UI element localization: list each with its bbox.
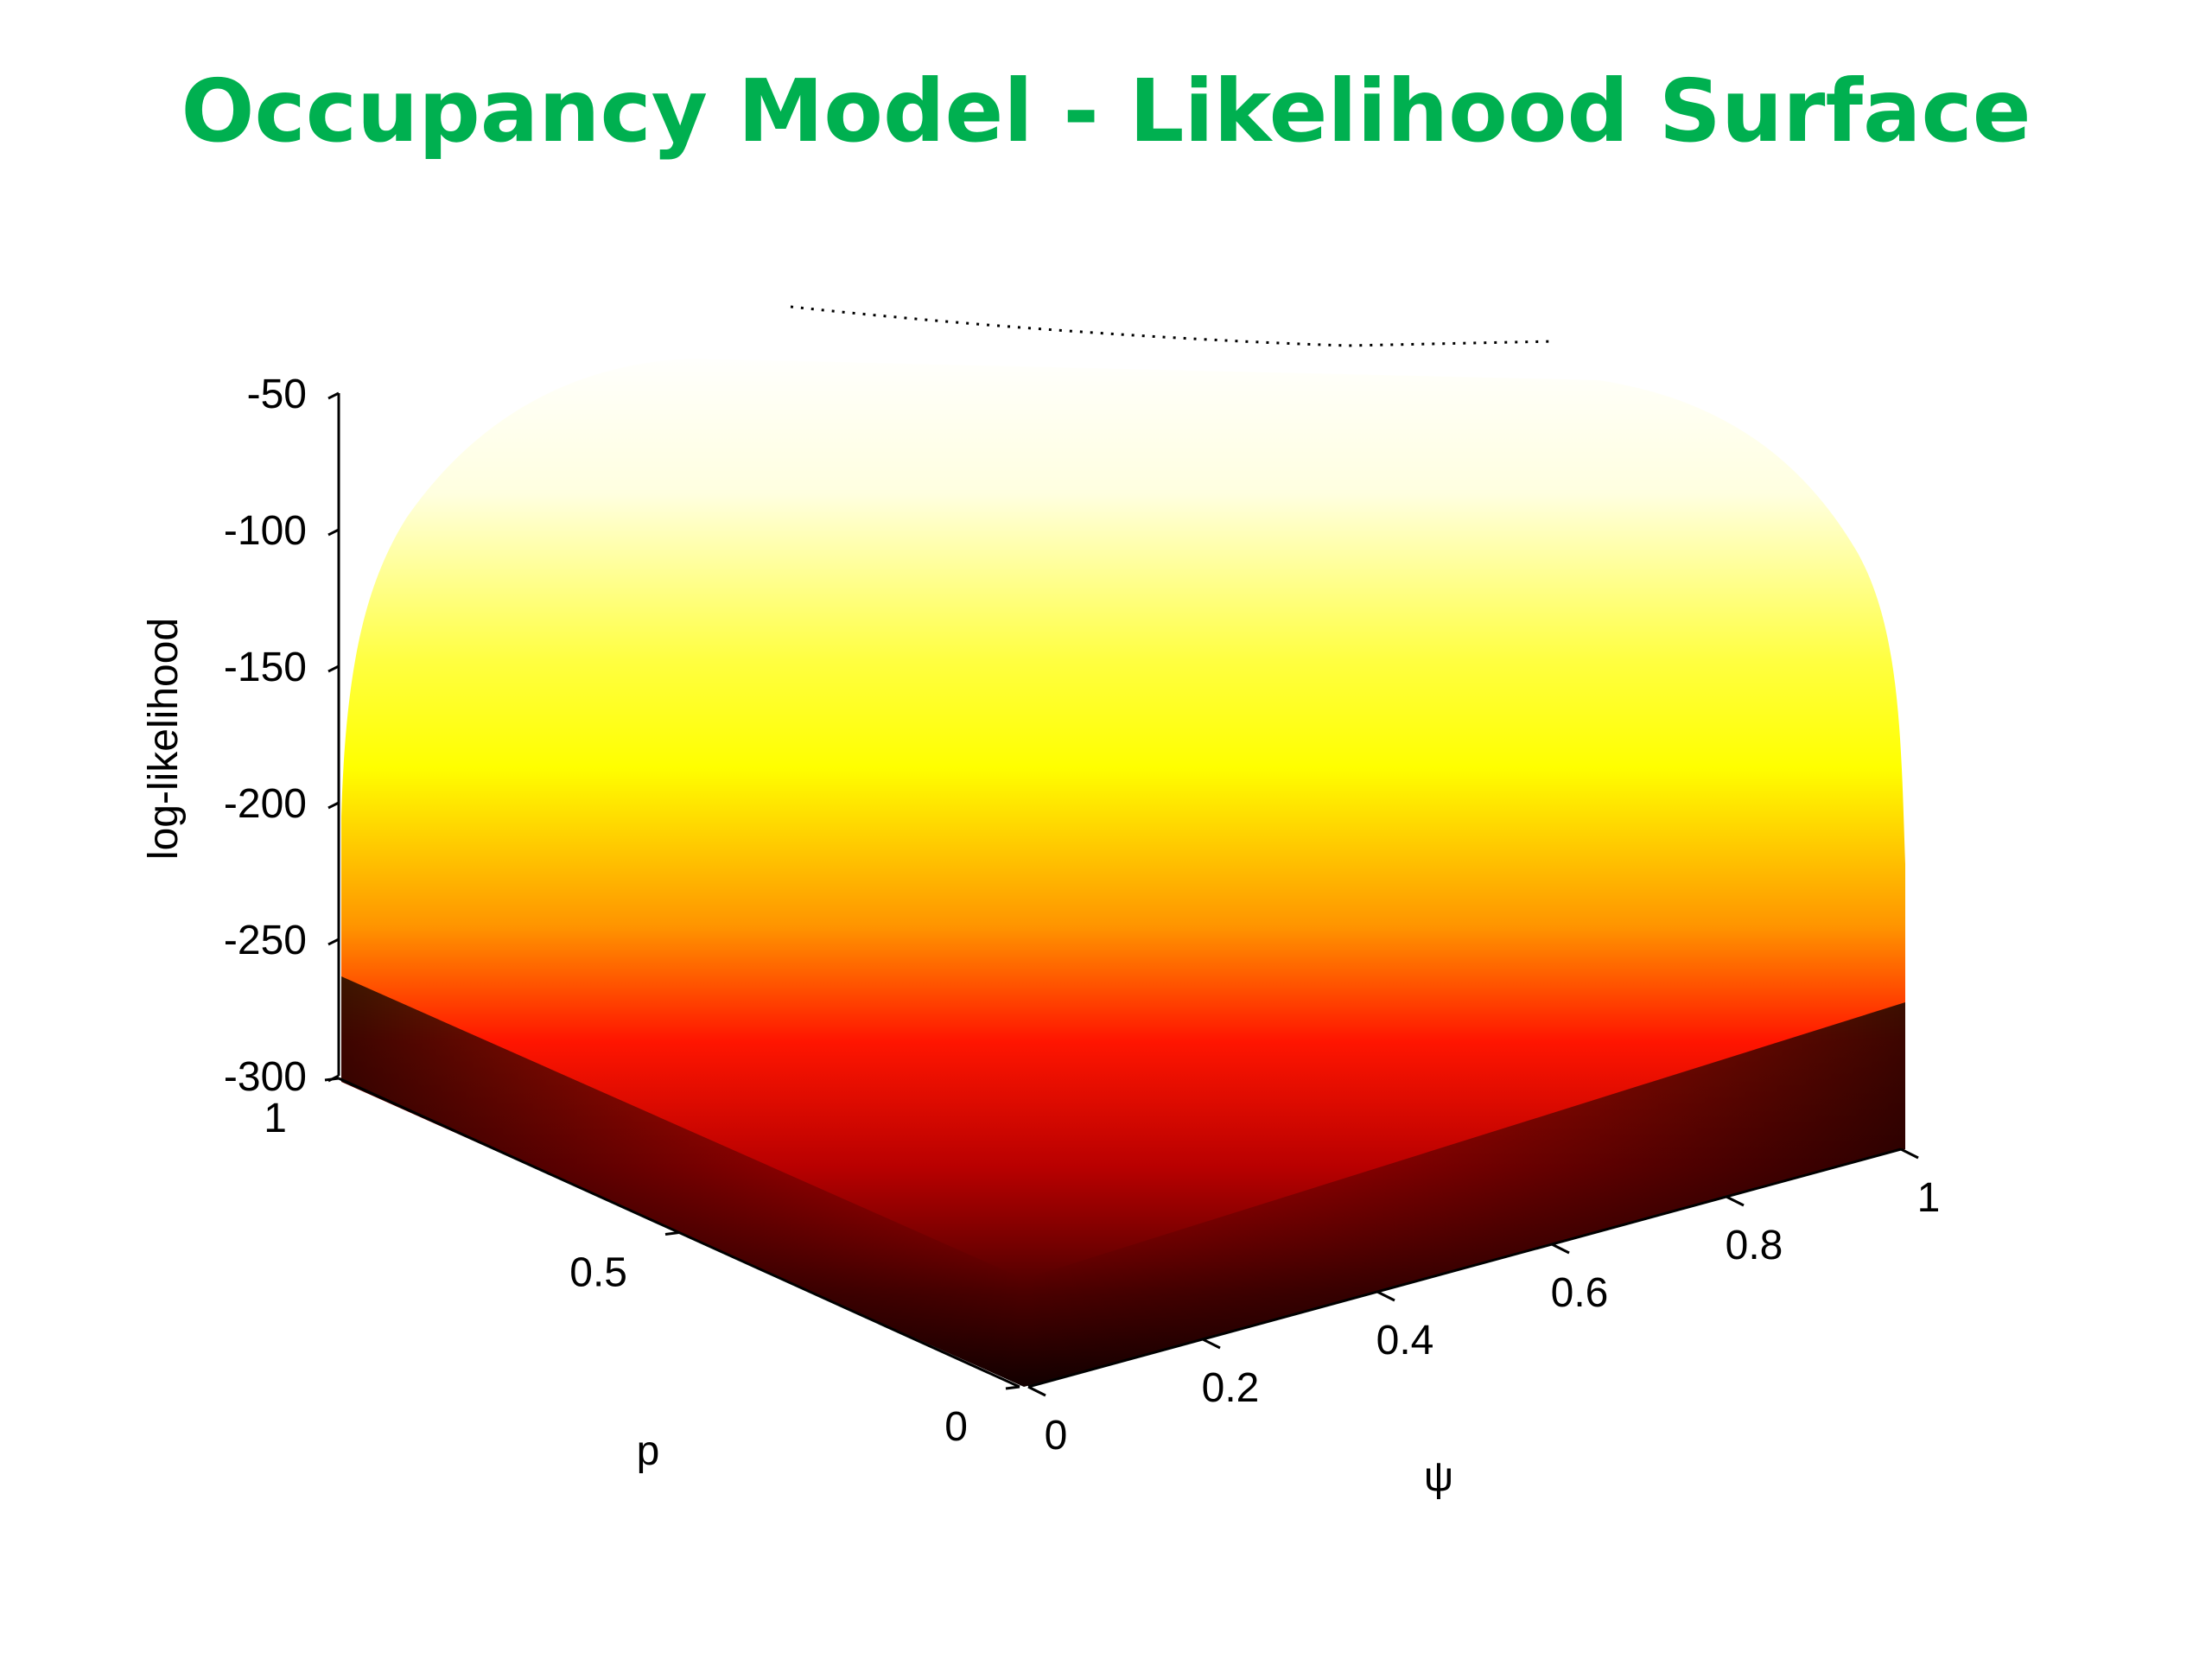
psi-tick-label: 0.6 [1551,1270,1609,1316]
psi-tick-label: 0.4 [1376,1318,1434,1363]
p-tick-label: 1 [264,1096,287,1141]
psi-tick-mark [1551,1243,1570,1255]
psi-tick-label: 1 [1917,1175,1941,1221]
z-tick-mark [327,391,340,400]
p-axis-label: p [637,1428,660,1474]
z-axis: -50 -100 -150 -200 -250 -300 log-likelihood [141,372,340,1100]
psi-tick-mark [1726,1195,1745,1207]
z-tick-label: -150 [224,645,307,690]
psi-axis: 0 0.2 0.4 0.6 0.8 1 ψ [1027,1147,1941,1500]
z-tick-mark [327,801,340,810]
z-tick-label: -100 [224,508,307,554]
psi-axis-label: ψ [1424,1454,1453,1500]
likelihood-surface [341,359,1905,1387]
z-tick-mark [327,664,340,673]
p-tick-mark [1005,1385,1020,1390]
z-tick-label: -300 [224,1054,307,1100]
p-tick-label: 0.5 [569,1250,627,1296]
z-axis-label: log-likelihood [141,618,187,860]
psi-tick-label: 0.8 [1726,1223,1783,1268]
psi-tick-mark [1900,1147,1919,1160]
psi-tick-label: 0.2 [1202,1365,1260,1411]
z-tick-mark [327,938,340,946]
z-tick-label: -50 [247,372,307,417]
p-tick-mark [324,1077,340,1082]
z-tick-label: -250 [224,918,307,963]
psi-tick-label: 0 [1045,1413,1068,1459]
psi-tick-mark [1027,1385,1046,1397]
psi-tick-mark [1376,1290,1395,1302]
p-tick-label: 0 [944,1404,968,1450]
p-axis: 0 0.5 1 p [264,1077,1020,1474]
z-tick-label: -200 [224,781,307,827]
surface-back-edge [790,305,1556,347]
p-tick-mark [664,1231,680,1236]
z-tick-mark [327,528,340,537]
slide-title: Occupancy Model - Likelihood Surface [181,60,2031,162]
psi-tick-mark [1202,1338,1221,1350]
